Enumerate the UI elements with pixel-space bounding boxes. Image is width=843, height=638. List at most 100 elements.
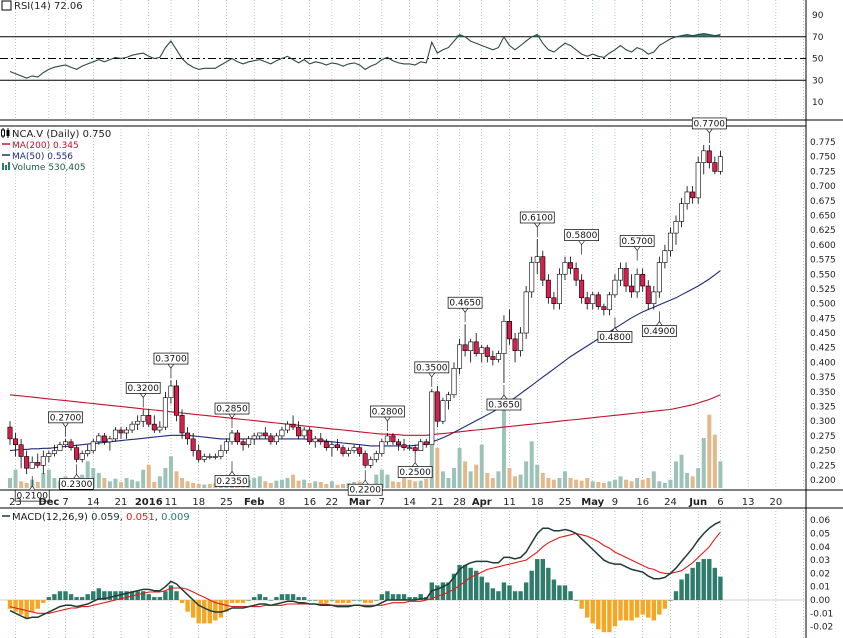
candle-body-down — [540, 256, 546, 281]
macd-histogram-bar — [57, 591, 63, 600]
candle-body-up — [673, 221, 679, 234]
macd-histogram-bar — [213, 600, 218, 621]
candle-body-up — [656, 262, 662, 293]
volume-bar — [19, 481, 24, 488]
volume-bar — [146, 464, 151, 488]
ma50-legend-label: MA(50) 0.556 — [12, 152, 73, 162]
volume-bar — [279, 479, 284, 488]
macd-histogram-bar — [512, 591, 518, 600]
callout-box — [14, 489, 50, 502]
candle-body-up — [162, 397, 168, 428]
candle — [423, 438, 429, 448]
candle — [235, 430, 241, 445]
candle-body-up — [679, 203, 685, 222]
candle-body-up — [440, 400, 446, 422]
callout-label: 0.3650 — [488, 401, 520, 411]
macd-tick-label: 0.00 — [810, 596, 830, 606]
volume-bar — [41, 473, 46, 488]
candle — [351, 444, 357, 454]
callout-box — [414, 361, 450, 374]
volume-bar — [141, 469, 146, 488]
candle-body-down — [551, 297, 557, 304]
volume-bar — [452, 468, 456, 488]
volume-bar — [291, 474, 296, 488]
candle — [124, 427, 130, 439]
macd-histogram-bar — [207, 600, 212, 624]
callout-label: 0.4650 — [449, 299, 481, 309]
macd-histogram-bar — [190, 600, 196, 618]
x-tick-label: 14 — [403, 497, 416, 508]
macd-histogram-bar — [374, 600, 379, 601]
macd-histogram-bar — [168, 585, 174, 600]
candle-body-up — [384, 435, 390, 443]
macd-histogram-bar — [185, 600, 190, 612]
callout-label: 0.2350 — [216, 477, 248, 487]
candle-body-down — [423, 441, 429, 446]
macd-histogram-bar — [418, 594, 423, 600]
volume-bar — [46, 469, 51, 488]
price-tick-label: 0.350 — [810, 388, 836, 398]
candle — [684, 186, 690, 210]
x-tick-label: 6 — [717, 497, 723, 508]
candle — [495, 350, 501, 363]
macd-histogram-bar — [268, 600, 274, 601]
candle — [568, 256, 574, 275]
candle-body-down — [462, 344, 468, 351]
macd-histogram-bar — [79, 597, 85, 600]
candle-body-up — [701, 150, 707, 163]
price-callout: 0.3200 — [125, 382, 161, 408]
volume-bar — [463, 461, 468, 488]
macd-histogram-bar — [85, 594, 90, 600]
candle — [35, 453, 41, 469]
candle-body-down — [196, 450, 202, 460]
price-tick-label: 0.325 — [810, 403, 836, 413]
x-tick-label: 21 — [115, 497, 128, 508]
candle — [185, 427, 191, 445]
candle-body-up — [312, 438, 318, 443]
macd-histogram-bar — [202, 600, 207, 624]
volume-bar — [546, 478, 551, 488]
candle-body-up — [79, 453, 85, 460]
volume-bar — [119, 482, 123, 488]
candle — [129, 421, 135, 433]
candle — [307, 427, 313, 445]
candle-body-down — [290, 423, 296, 428]
price-callout: 0.5700 — [619, 235, 655, 261]
macd-histogram-bar — [141, 591, 146, 600]
candle-body-up — [135, 420, 141, 425]
macd-histogram-bar — [163, 591, 168, 600]
macd-histogram-bar — [612, 600, 618, 627]
macd-histogram-bar — [63, 591, 68, 600]
macd-histogram-bar — [490, 588, 496, 600]
candle-body-up — [529, 262, 535, 293]
candle-body-up — [112, 429, 118, 440]
candle-body-down — [395, 441, 401, 446]
candle-body-up — [29, 462, 35, 469]
candle-body-up — [651, 291, 657, 304]
candle — [162, 391, 168, 431]
candle-body-up — [223, 441, 229, 451]
candle — [434, 385, 440, 428]
callout-arrow — [361, 479, 369, 485]
macd-histogram-bar — [41, 600, 46, 603]
price-callout: 0.3650 — [486, 385, 522, 411]
candle — [312, 435, 318, 448]
callout-label: 0.6100 — [522, 213, 554, 223]
candle-body-down — [573, 268, 579, 281]
candle-body-up — [451, 368, 457, 396]
callout-arrow — [384, 416, 391, 422]
candle — [290, 415, 296, 431]
candle-body-up — [62, 441, 68, 446]
callout-box — [347, 483, 383, 496]
volume-bar — [518, 474, 523, 488]
macd-histogram-bar — [252, 597, 257, 600]
macd-histogram-bar — [307, 600, 312, 601]
candle-body-up — [495, 353, 501, 360]
macd-histogram-bar — [668, 600, 673, 601]
x-tick-label: 18 — [531, 497, 544, 508]
x-tick-label: 22 — [326, 497, 339, 508]
macd-histogram-bar — [296, 597, 301, 600]
candle-body-down — [512, 338, 518, 351]
macd-histogram-bar — [673, 591, 679, 600]
callout-label: 0.2800 — [372, 407, 404, 417]
